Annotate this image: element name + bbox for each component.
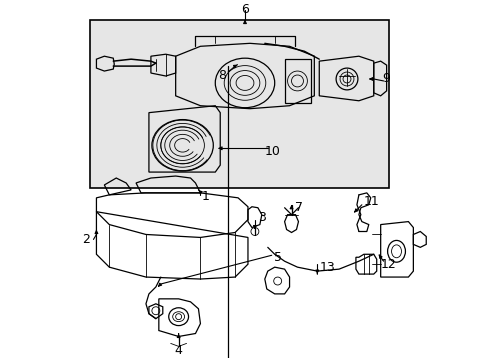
Text: 13: 13	[319, 261, 334, 274]
Text: 11: 11	[363, 195, 379, 208]
Text: 12: 12	[380, 258, 396, 271]
Text: 7: 7	[295, 201, 303, 214]
Text: 2: 2	[82, 233, 90, 246]
Text: 10: 10	[264, 145, 280, 158]
Text: 9: 9	[382, 72, 390, 85]
Text: 1: 1	[201, 190, 209, 203]
Text: 6: 6	[241, 3, 248, 16]
Text: 8: 8	[218, 68, 226, 81]
Text: 3: 3	[257, 211, 265, 224]
Text: 4: 4	[174, 344, 182, 357]
Text: 5: 5	[273, 251, 281, 264]
Bar	[89, 19, 388, 188]
